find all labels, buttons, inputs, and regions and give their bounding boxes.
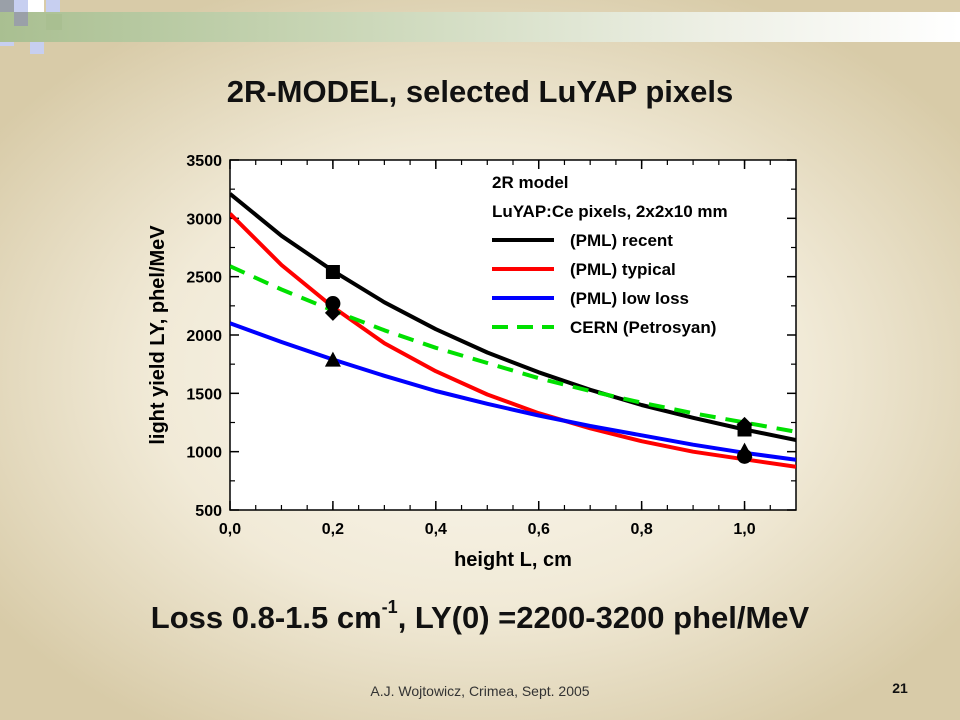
x-tick-label: 0,6 bbox=[528, 521, 550, 538]
data-marker-circle bbox=[325, 296, 341, 311]
corner-square-blue bbox=[14, 0, 28, 14]
x-axis-ticks: 0,0 0,2 0,4 0,6 0,8 1,0 bbox=[219, 160, 771, 538]
subtitle-ly: , LY(0) =2200-3200 phel/MeV bbox=[397, 600, 810, 635]
slide-subtitle: Loss 0.8-1.5 cm-1, LY(0) =2200-3200 phel… bbox=[0, 596, 960, 636]
footer-author: A.J. Wojtowicz, Crimea, Sept. 2005 bbox=[370, 683, 590, 699]
x-tick-label: 0,0 bbox=[219, 521, 241, 538]
x-axis-label: height L, cm bbox=[454, 549, 572, 571]
light-yield-chart: 500 1000 1500 2000 2500 3000 3500 0,0 0,2 0,4 0,6… bbox=[147, 153, 797, 571]
legend-entry: (PML) low loss bbox=[570, 289, 689, 308]
subtitle-loss: Loss 0.8-1.5 cm bbox=[150, 600, 382, 635]
series-line-pml-recent bbox=[230, 192, 796, 442]
subtitle-exponent: -1 bbox=[381, 596, 398, 617]
data-marker-circle bbox=[737, 448, 753, 464]
series-line-cern-petrosyan bbox=[230, 264, 796, 434]
corner-square-gray bbox=[0, 0, 14, 14]
x-tick-label: 1,0 bbox=[733, 521, 755, 538]
legend-entry: (PML) typical bbox=[570, 260, 676, 279]
corner-square-green bbox=[46, 14, 62, 30]
y-tick-label: 1500 bbox=[186, 386, 222, 403]
legend-header-line: LuYAP:Ce pixels, 2x2x10 mm bbox=[492, 202, 728, 221]
corner-square-gray-2 bbox=[14, 12, 28, 26]
legend-entry: (PML) recent bbox=[570, 231, 673, 250]
slide-title: 2R-MODEL, selected LuYAP pixels bbox=[226, 74, 734, 109]
legend-header-line: 2R model bbox=[492, 173, 569, 192]
page-number: 21 bbox=[892, 680, 908, 696]
x-tick-label: 0,2 bbox=[322, 521, 344, 538]
corner-square-blue-2 bbox=[46, 0, 60, 12]
data-marker-square bbox=[737, 422, 752, 437]
chart-legend: 2R model LuYAP:Ce pixels, 2x2x10 mm (PML) … bbox=[492, 173, 728, 337]
data-marker-square bbox=[325, 265, 340, 279]
y-tick-label: 500 bbox=[195, 503, 222, 520]
corner-square-blue-4 bbox=[30, 42, 44, 54]
y-tick-label: 3000 bbox=[186, 211, 222, 228]
legend-entry: CERN (Petrosyan) bbox=[570, 318, 716, 337]
series-line-pml-typical bbox=[230, 212, 796, 469]
y-tick-label: 2000 bbox=[186, 328, 222, 345]
y-tick-label: 1000 bbox=[186, 445, 222, 462]
series-line-pml-low-loss bbox=[230, 321, 796, 462]
x-tick-label: 0,4 bbox=[425, 521, 447, 538]
y-tick-label: 3500 bbox=[186, 153, 222, 170]
chart-container: 500 1000 1500 2000 2500 3000 3500 0,0 0,2 0,4 0,6… bbox=[120, 130, 820, 590]
y-tick-label: 2500 bbox=[186, 270, 222, 287]
data-marker-triangle bbox=[324, 351, 341, 367]
x-tick-label: 0,8 bbox=[631, 521, 653, 538]
series-layer bbox=[230, 192, 796, 469]
marker-layer bbox=[324, 265, 753, 464]
header-accent-bar bbox=[0, 12, 960, 42]
y-axis-label: light yield LY, phel/MeV bbox=[147, 225, 169, 445]
y-axis-ticks: 500 1000 1500 2000 2500 3000 3500 bbox=[186, 153, 796, 520]
data-marker-diamond bbox=[324, 304, 341, 321]
